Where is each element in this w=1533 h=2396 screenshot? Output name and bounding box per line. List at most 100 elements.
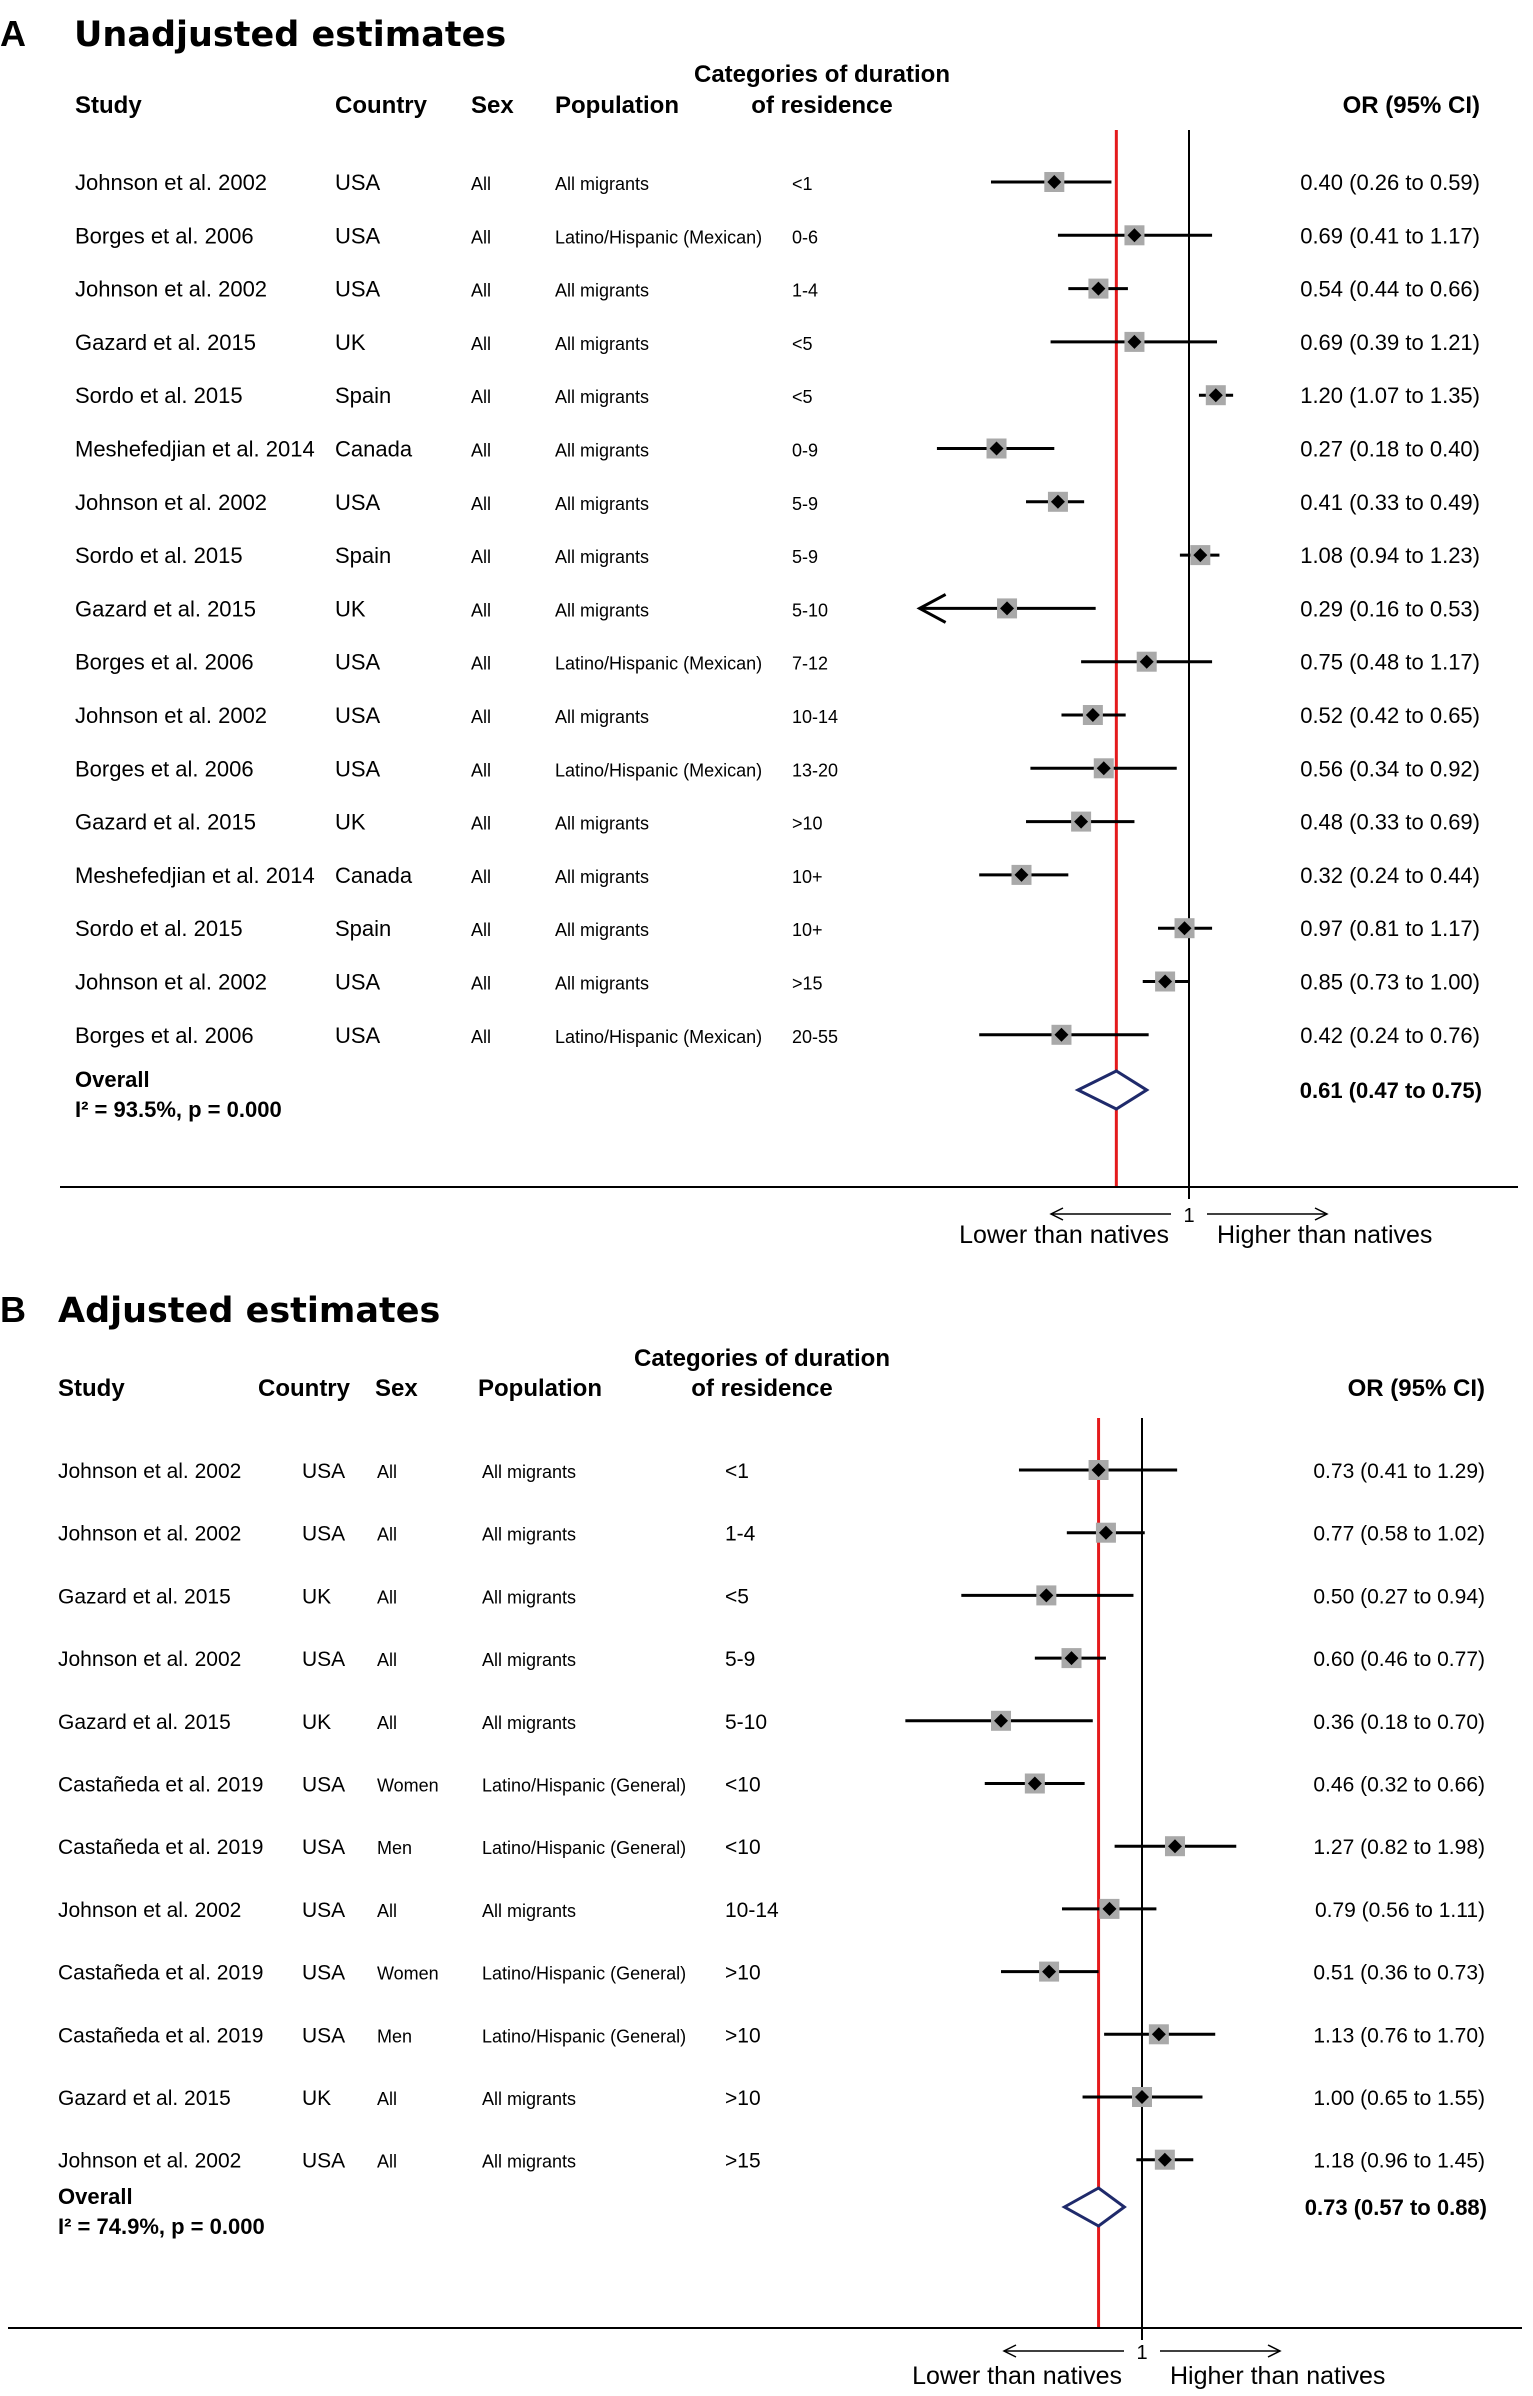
row-country: UK [302, 2087, 331, 2110]
row-study: Johnson et al. 2002 [75, 170, 267, 195]
header-population: Population [478, 1375, 602, 1402]
row-duration: 1-4 [725, 1523, 756, 1546]
row-sex: All [471, 654, 491, 674]
row-duration: 1-4 [792, 281, 818, 301]
point-estimate [1042, 1964, 1057, 1979]
header-sex: Sex [375, 1375, 418, 1402]
row-country: USA [302, 1648, 345, 1671]
row-population: All migrants [482, 1587, 576, 1607]
row-or-ci: 0.48 (0.33 to 0.69) [1300, 810, 1480, 835]
row-sex: All [471, 867, 491, 887]
row-population: Latino/Hispanic (Mexican) [555, 1027, 762, 1047]
row-country: USA [302, 1523, 345, 1546]
row-or-ci: 1.27 (0.82 to 1.98) [1313, 1836, 1485, 1859]
row-country: USA [335, 277, 381, 302]
row-duration: >10 [725, 2024, 761, 2047]
row-duration: >10 [725, 1962, 761, 1985]
row-duration: 10+ [792, 867, 823, 887]
row-country: USA [302, 1899, 345, 1922]
row-duration: 5-10 [725, 1711, 767, 1734]
row-duration: <5 [792, 387, 813, 407]
row-or-ci: 0.77 (0.58 to 1.02) [1313, 1523, 1485, 1546]
row-duration: <10 [725, 1774, 761, 1797]
row-or-ci: 0.40 (0.26 to 0.59) [1300, 170, 1480, 195]
point-estimate [1102, 1901, 1117, 1916]
row-sex: All [377, 1525, 397, 1545]
row-study: Gazard et al. 2015 [58, 1585, 231, 1608]
point-estimate [1177, 921, 1192, 936]
point-estimate [1074, 814, 1089, 829]
row-population: Latino/Hispanic (Mexican) [555, 227, 762, 247]
row-population: All migrants [555, 707, 649, 727]
lower-than-natives-label: Lower than natives [959, 1221, 1169, 1249]
row-country: USA [302, 1460, 345, 1483]
ci-arrow-left [916, 593, 947, 624]
row-country: UK [302, 1711, 331, 1734]
lower-arrow-head [1049, 1207, 1064, 1221]
point-estimate [1050, 494, 1065, 509]
row-study: Sordo et al. 2015 [75, 383, 243, 408]
row-country: Spain [335, 916, 391, 941]
row-study: Borges et al. 2006 [75, 650, 254, 675]
row-country: USA [302, 2150, 345, 2173]
row-or-ci: 0.69 (0.39 to 1.21) [1300, 330, 1480, 355]
row-study: Castañeda et al. 2019 [58, 1836, 264, 1859]
reference-tick-label: 1 [1183, 1205, 1194, 1227]
row-population: All migrants [555, 600, 649, 620]
row-population: Latino/Hispanic (General) [482, 2026, 686, 2046]
row-sex: All [377, 1901, 397, 1921]
row-study: Johnson et al. 2002 [75, 703, 267, 728]
row-country: USA [335, 756, 381, 781]
row-study: Johnson et al. 2002 [58, 1899, 241, 1922]
point-estimate [1091, 1463, 1106, 1477]
row-sex: All [377, 1650, 397, 1670]
row-sex: All [377, 1713, 397, 1733]
row-population: All migrants [555, 547, 649, 567]
row-study: Gazard et al. 2015 [75, 330, 256, 355]
row-study: Johnson et al. 2002 [58, 1523, 241, 1546]
row-study: Castañeda et al. 2019 [58, 2024, 264, 2047]
row-country: UK [335, 596, 366, 621]
row-duration: 20-55 [792, 1027, 838, 1047]
row-study: Johnson et al. 2002 [58, 1648, 241, 1671]
header-duration-line1: Categories of duration [634, 1345, 890, 1372]
row-or-ci: 1.20 (1.07 to 1.35) [1300, 383, 1480, 408]
header-population: Population [555, 92, 679, 119]
row-or-ci: 0.50 (0.27 to 0.94) [1313, 1585, 1485, 1608]
row-population: All migrants [555, 441, 649, 461]
row-or-ci: 1.08 (0.94 to 1.23) [1300, 543, 1480, 568]
point-estimate [1127, 334, 1142, 349]
header-study: Study [58, 1375, 125, 1402]
point-estimate [1085, 708, 1100, 722]
row-population: All migrants [482, 1713, 576, 1733]
row-or-ci: 0.75 (0.48 to 1.17) [1300, 650, 1480, 675]
row-population: Latino/Hispanic (General) [482, 1838, 686, 1858]
row-study: Meshefedjian et al. 2014 [75, 863, 315, 888]
row-duration: >15 [792, 974, 823, 994]
row-country: USA [302, 1836, 345, 1859]
row-duration: 13-20 [792, 760, 838, 780]
overall-label: Overall [58, 2184, 133, 2209]
row-duration: 5-9 [792, 494, 818, 514]
point-estimate [1193, 548, 1208, 563]
row-country: Spain [335, 383, 391, 408]
row-duration: >10 [792, 814, 823, 834]
row-or-ci: 0.85 (0.73 to 1.00) [1300, 970, 1480, 995]
row-country: USA [302, 1962, 345, 1985]
point-estimate [1098, 1525, 1113, 1540]
row-or-ci: 0.51 (0.36 to 0.73) [1313, 1962, 1485, 1985]
row-country: Canada [335, 863, 413, 888]
row-duration: >10 [725, 2087, 761, 2110]
row-sex: All [471, 600, 491, 620]
row-country: USA [335, 650, 381, 675]
forest-panel-a: A Unadjusted estimates Study Country Sex Popu… [0, 13, 1518, 1249]
row-duration: 10-14 [725, 1899, 779, 1922]
row-country: UK [335, 330, 366, 355]
row-population: All migrants [482, 1901, 576, 1921]
row-duration: <5 [725, 1585, 749, 1608]
row-country: USA [335, 223, 381, 248]
row-population: All migrants [555, 974, 649, 994]
point-estimate [1047, 175, 1062, 189]
row-study: Gazard et al. 2015 [58, 1711, 231, 1734]
row-population: All migrants [482, 2152, 576, 2172]
